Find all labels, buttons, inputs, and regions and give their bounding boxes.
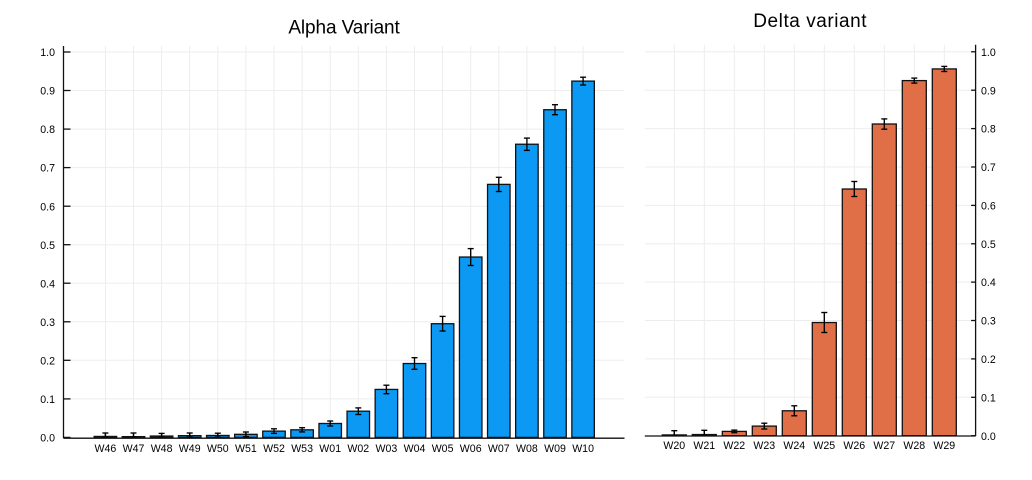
svg-text:0.1: 0.1 xyxy=(981,392,996,404)
svg-text:0.8: 0.8 xyxy=(40,124,55,136)
svg-text:W07: W07 xyxy=(488,443,510,455)
svg-text:0.1: 0.1 xyxy=(40,394,55,406)
svg-text:W06: W06 xyxy=(460,443,482,455)
svg-text:0.2: 0.2 xyxy=(40,355,55,367)
svg-text:W52: W52 xyxy=(263,443,285,455)
svg-text:W05: W05 xyxy=(432,443,454,455)
svg-text:W10: W10 xyxy=(572,443,594,455)
svg-text:0.9: 0.9 xyxy=(981,85,996,97)
svg-text:W24: W24 xyxy=(783,440,805,452)
svg-text:W48: W48 xyxy=(151,443,173,455)
svg-text:0.4: 0.4 xyxy=(981,277,996,289)
svg-text:W08: W08 xyxy=(516,443,538,455)
svg-text:W20: W20 xyxy=(663,440,685,452)
svg-text:W46: W46 xyxy=(95,443,117,455)
svg-text:W53: W53 xyxy=(291,443,313,455)
svg-text:0.5: 0.5 xyxy=(981,239,996,251)
svg-text:W26: W26 xyxy=(843,440,865,452)
svg-text:0.6: 0.6 xyxy=(40,201,55,213)
svg-text:W02: W02 xyxy=(347,443,369,455)
svg-text:W09: W09 xyxy=(544,443,566,455)
svg-text:W51: W51 xyxy=(235,443,257,455)
svg-text:W04: W04 xyxy=(404,443,426,455)
svg-text:0.0: 0.0 xyxy=(981,431,996,443)
svg-text:W27: W27 xyxy=(873,440,895,452)
svg-text:W47: W47 xyxy=(123,443,145,455)
svg-text:Delta variant: Delta variant xyxy=(753,11,867,32)
svg-text:W28: W28 xyxy=(903,440,925,452)
svg-text:1.0: 1.0 xyxy=(981,47,996,59)
svg-text:W25: W25 xyxy=(813,440,835,452)
svg-text:W50: W50 xyxy=(207,443,229,455)
svg-text:0.9: 0.9 xyxy=(40,86,55,98)
svg-text:W01: W01 xyxy=(319,443,341,455)
svg-text:W22: W22 xyxy=(723,440,745,452)
svg-text:0.5: 0.5 xyxy=(40,240,55,252)
svg-text:W21: W21 xyxy=(693,440,715,452)
svg-text:0.3: 0.3 xyxy=(40,317,55,329)
svg-text:W29: W29 xyxy=(933,440,955,452)
svg-text:0.7: 0.7 xyxy=(981,162,996,174)
svg-text:W03: W03 xyxy=(376,443,398,455)
svg-text:0.4: 0.4 xyxy=(40,278,55,290)
svg-text:0.7: 0.7 xyxy=(40,163,55,175)
svg-text:Alpha Variant: Alpha Variant xyxy=(288,18,400,39)
svg-text:W49: W49 xyxy=(179,443,201,455)
svg-text:0.2: 0.2 xyxy=(981,354,996,366)
svg-text:0.3: 0.3 xyxy=(981,316,996,328)
svg-text:0.6: 0.6 xyxy=(981,201,996,213)
svg-text:W23: W23 xyxy=(753,440,775,452)
svg-text:0.0: 0.0 xyxy=(40,433,55,445)
svg-text:0.8: 0.8 xyxy=(981,124,996,136)
svg-text:1.0: 1.0 xyxy=(40,47,55,59)
